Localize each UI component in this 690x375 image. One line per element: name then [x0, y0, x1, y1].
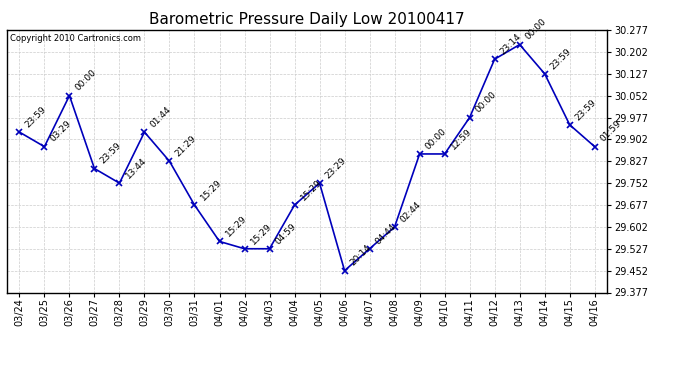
Text: 23:59: 23:59	[574, 98, 598, 122]
Text: Copyright 2010 Cartronics.com: Copyright 2010 Cartronics.com	[10, 34, 141, 43]
Text: 23:59: 23:59	[549, 46, 573, 71]
Title: Barometric Pressure Daily Low 20100417: Barometric Pressure Daily Low 20100417	[149, 12, 465, 27]
Text: 00:00: 00:00	[424, 126, 448, 151]
Text: 01:59: 01:59	[599, 119, 624, 144]
Text: 23:29: 23:29	[324, 156, 348, 180]
Text: 15:29: 15:29	[299, 178, 324, 202]
Text: 01:44: 01:44	[148, 105, 173, 129]
Text: 12:59: 12:59	[448, 127, 473, 151]
Text: 03:29: 03:29	[48, 119, 73, 144]
Text: 02:44: 02:44	[399, 200, 423, 224]
Text: 15:29: 15:29	[199, 178, 224, 202]
Text: 15:29: 15:29	[224, 214, 248, 238]
Text: 15:29: 15:29	[248, 221, 273, 246]
Text: 21:29: 21:29	[174, 134, 198, 159]
Text: 04:59: 04:59	[274, 221, 298, 246]
Text: 13:44: 13:44	[124, 156, 148, 180]
Text: 20:14: 20:14	[348, 243, 373, 268]
Text: 00:00: 00:00	[474, 90, 498, 115]
Text: 23:14: 23:14	[499, 32, 523, 56]
Text: 00:00: 00:00	[74, 68, 98, 93]
Text: 23:59: 23:59	[23, 105, 48, 129]
Text: 23:59: 23:59	[99, 141, 124, 166]
Text: 04:44: 04:44	[374, 222, 398, 246]
Text: 00:00: 00:00	[524, 17, 549, 42]
